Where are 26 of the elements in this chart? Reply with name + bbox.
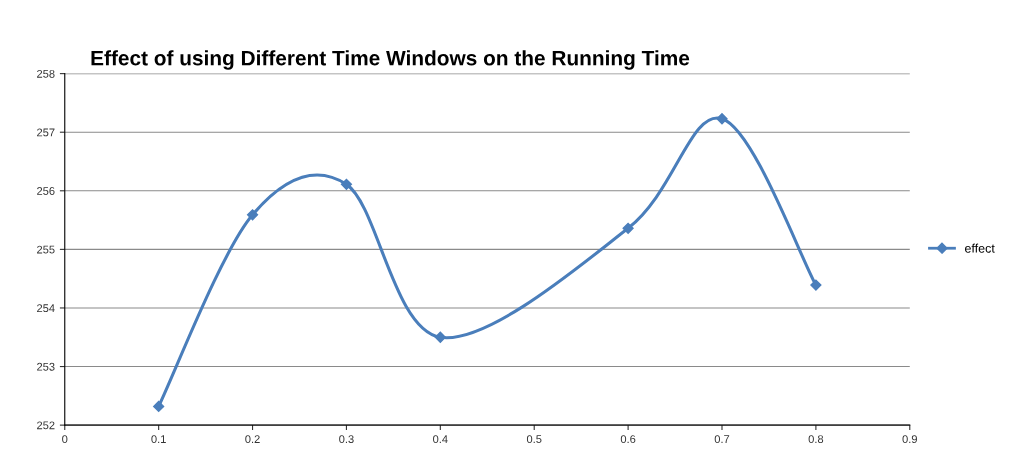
point xyxy=(340,178,353,190)
y-tick-label: 257 xyxy=(37,128,55,137)
point xyxy=(622,222,634,234)
x-tick-label: 0.6 xyxy=(620,435,636,444)
x-tick-label: 0.7 xyxy=(714,435,730,444)
x-tick-label: 0.9 xyxy=(902,435,917,444)
x-tick-label: 0.3 xyxy=(339,435,354,444)
point xyxy=(434,331,446,343)
point xyxy=(716,113,728,125)
chart-title: Effect of using Different Time Windows on the Running Time xyxy=(91,50,690,70)
x-tick-label: 0.5 xyxy=(526,435,542,444)
y-tick-label: 252 xyxy=(37,421,55,430)
y-tick-label: 254 xyxy=(37,304,55,313)
x-tick-label: 0.1 xyxy=(151,435,166,444)
y-tick-label: 255 xyxy=(37,245,55,254)
y-tick-label: 253 xyxy=(37,362,55,371)
point xyxy=(246,209,259,221)
y-tick-label: 256 xyxy=(37,187,55,195)
point xyxy=(153,400,165,412)
x-tick-label: 0.8 xyxy=(808,435,824,444)
legend-label: effect xyxy=(965,243,995,253)
y-tick-label: 258 xyxy=(37,69,55,78)
point xyxy=(810,279,822,291)
x-tick-label: 0.2 xyxy=(245,435,260,444)
x-tick-label: 0 xyxy=(62,435,68,444)
x-tick-label: 0.4 xyxy=(433,435,448,444)
